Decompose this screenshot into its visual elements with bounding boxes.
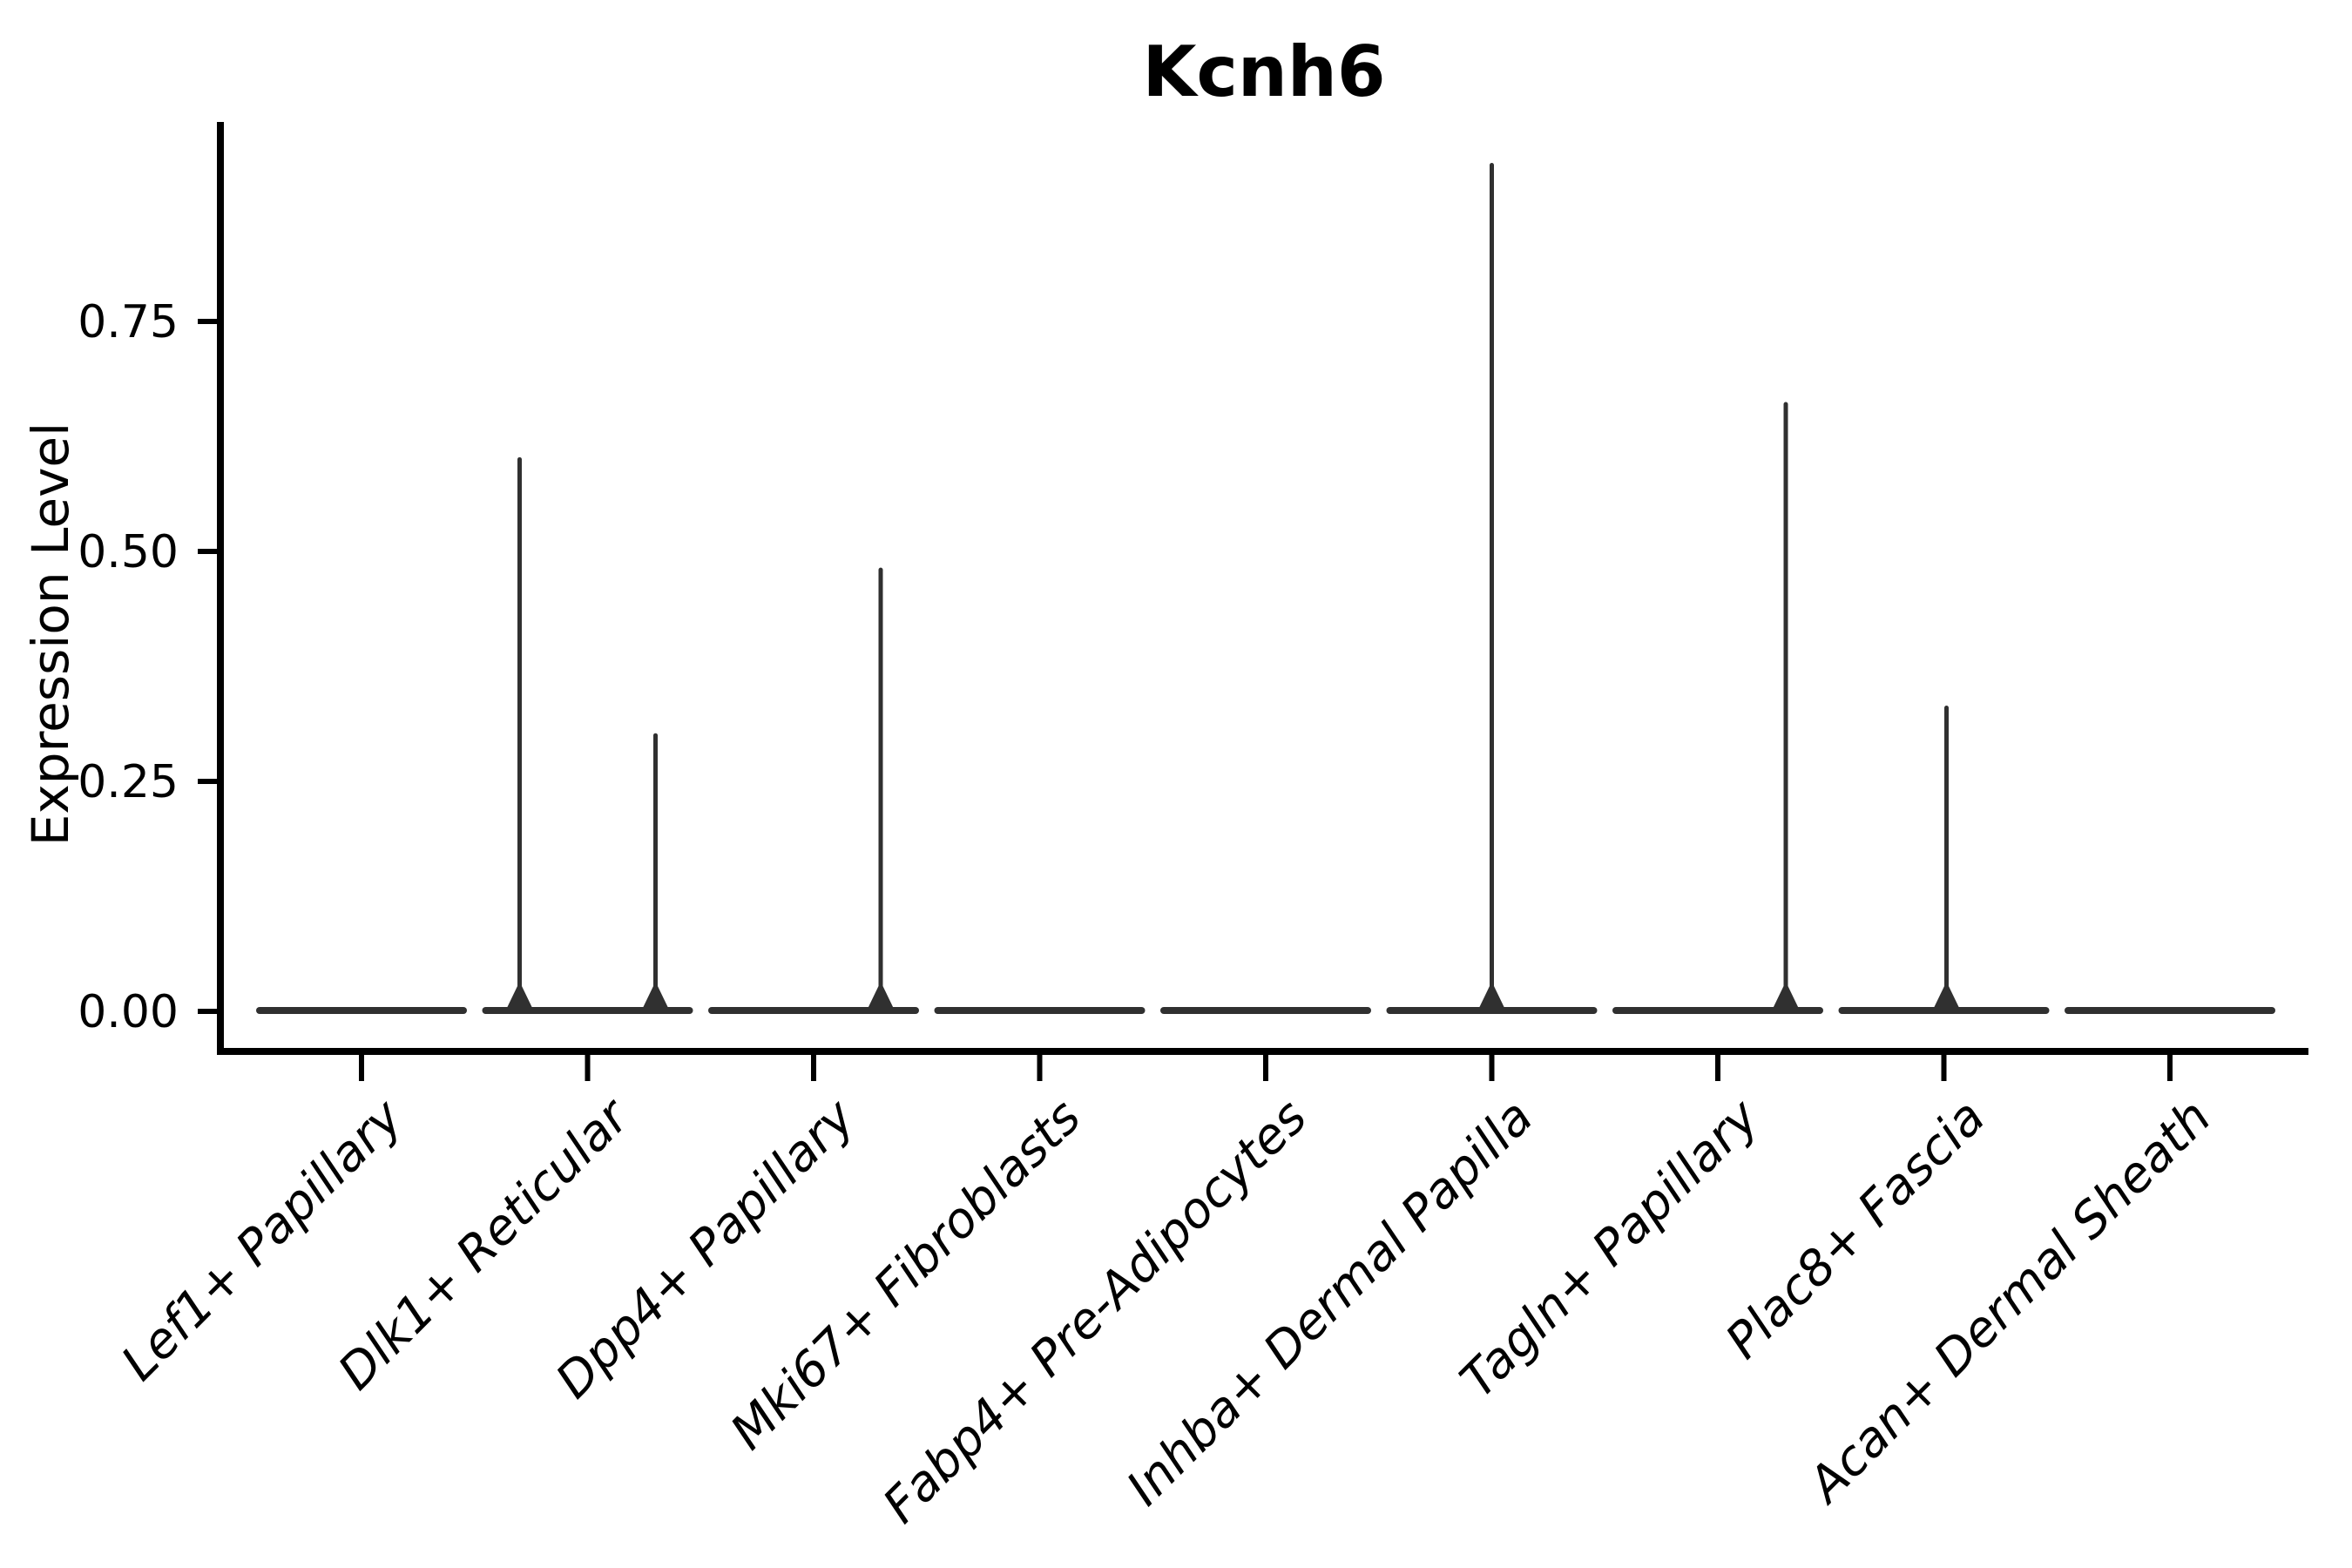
x-tick-label: Acan+ Dermal Sheath bbox=[1796, 1089, 2222, 1515]
y-tick-label: 0.00 bbox=[78, 986, 179, 1038]
x-tick-label: Inhba+ Dermal Papilla bbox=[1116, 1089, 1544, 1517]
chart-title: Kcnh6 bbox=[1143, 31, 1386, 112]
y-tick-label: 0.75 bbox=[78, 296, 179, 348]
x-tick-label: Fabp4+ Pre-Adipocytes bbox=[873, 1089, 1318, 1534]
y-tick-label: 0.50 bbox=[78, 526, 179, 578]
y-tick-label: 0.25 bbox=[78, 756, 179, 808]
y-axis-label: Expression Level bbox=[21, 422, 80, 846]
